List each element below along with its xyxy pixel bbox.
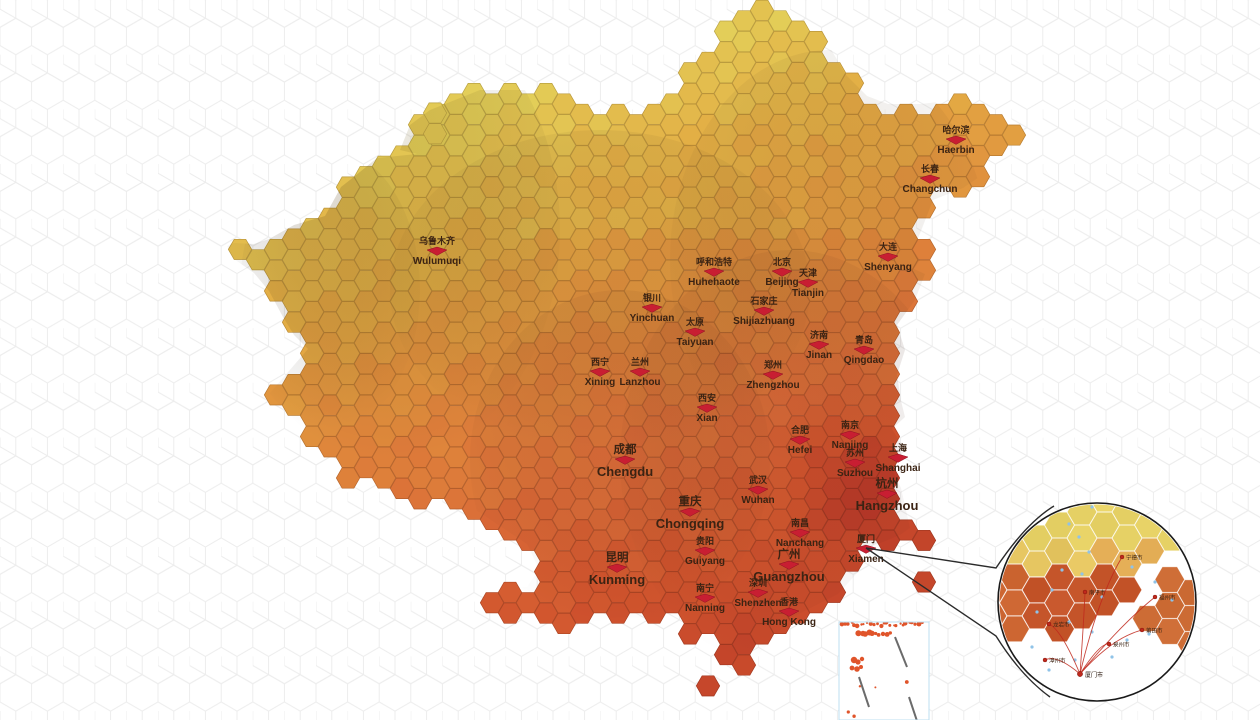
svg-text:龙岩市: 龙岩市 [1053,621,1070,629]
svg-text:厦门市: 厦门市 [1085,671,1103,679]
svg-text:莆田市: 莆田市 [1146,627,1163,635]
svg-text:宁德市: 宁德市 [1126,554,1143,562]
svg-text:福州市: 福州市 [1159,594,1176,602]
svg-text:漳州市: 漳州市 [1049,657,1066,665]
svg-text:泉州市: 泉州市 [1113,641,1130,649]
